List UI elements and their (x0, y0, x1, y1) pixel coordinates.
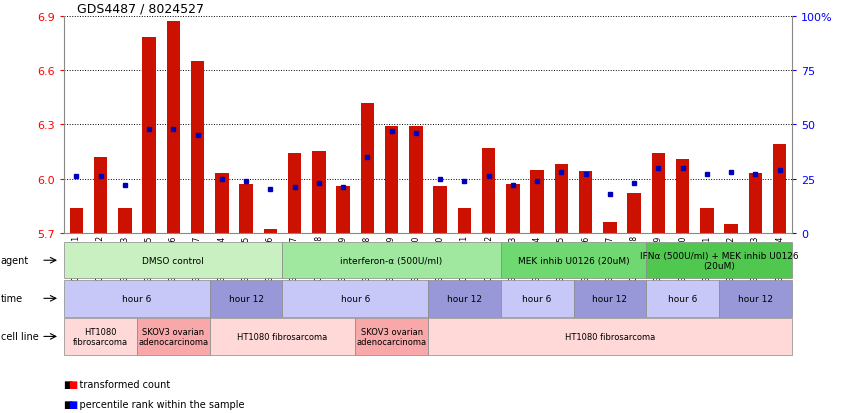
Bar (773, 145, 787, 233)
Bar (676, 159, 689, 233)
Text: hour 6: hour 6 (341, 294, 370, 303)
Bar (651, 154, 665, 233)
Bar (555, 165, 568, 233)
Text: cell line: cell line (1, 332, 39, 342)
Text: SKOV3 ovarian
adenocarcinoma: SKOV3 ovarian adenocarcinoma (357, 327, 426, 346)
Bar (360, 103, 374, 233)
Bar (531, 170, 544, 233)
Text: ■  transformed count: ■ transformed count (64, 379, 170, 389)
Bar (409, 127, 423, 233)
Bar (749, 174, 762, 233)
Text: hour 12: hour 12 (592, 294, 627, 303)
Text: hour 6: hour 6 (122, 294, 152, 303)
Bar (142, 38, 156, 233)
Bar (288, 154, 301, 233)
Bar (506, 185, 520, 233)
Bar (336, 186, 350, 233)
Text: hour 12: hour 12 (447, 294, 482, 303)
Bar (700, 208, 714, 233)
Text: IFNα (500U/ml) + MEK inhib U0126
(20uM): IFNα (500U/ml) + MEK inhib U0126 (20uM) (639, 251, 799, 270)
Text: hour 6: hour 6 (668, 294, 698, 303)
Bar (579, 172, 592, 233)
Bar (191, 62, 205, 233)
Text: agent: agent (1, 256, 29, 266)
Text: ■: ■ (68, 399, 78, 409)
Bar (264, 230, 277, 233)
Bar (215, 174, 229, 233)
Text: hour 12: hour 12 (738, 294, 773, 303)
Text: interferon-α (500U/ml): interferon-α (500U/ml) (341, 256, 443, 265)
Text: SKOV3 ovarian
adenocarcinoma: SKOV3 ovarian adenocarcinoma (139, 327, 208, 346)
Bar (167, 22, 180, 233)
Text: time: time (1, 294, 23, 304)
Text: hour 12: hour 12 (229, 294, 264, 303)
Bar (240, 185, 253, 233)
Text: DMSO control: DMSO control (142, 256, 205, 265)
Bar (69, 208, 83, 233)
Bar (603, 223, 616, 233)
Text: HT1080
fibrosarcoma: HT1080 fibrosarcoma (73, 327, 128, 346)
Bar (627, 194, 641, 233)
Bar (458, 208, 471, 233)
Bar (94, 157, 107, 233)
Bar (482, 148, 496, 233)
Bar (433, 186, 447, 233)
Text: ■: ■ (68, 379, 78, 389)
Text: ■  percentile rank within the sample: ■ percentile rank within the sample (64, 399, 245, 409)
Bar (118, 208, 132, 233)
Text: HT1080 fibrosarcoma: HT1080 fibrosarcoma (237, 332, 328, 341)
Text: MEK inhib U0126 (20uM): MEK inhib U0126 (20uM) (518, 256, 629, 265)
Bar (385, 127, 398, 233)
Text: HT1080 fibrosarcoma: HT1080 fibrosarcoma (565, 332, 655, 341)
Text: GDS4487 / 8024527: GDS4487 / 8024527 (77, 3, 204, 16)
Bar (312, 152, 325, 233)
Text: hour 6: hour 6 (522, 294, 552, 303)
Bar (724, 224, 738, 233)
